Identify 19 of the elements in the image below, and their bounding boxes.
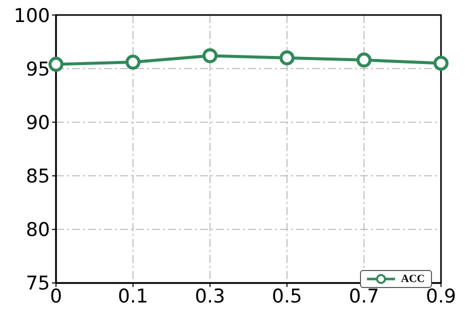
point: [202, 48, 218, 64]
x-tick-label: 0.7: [348, 285, 380, 308]
legend-label: ACC: [401, 273, 425, 285]
x-tick-label: 0.1: [118, 285, 148, 308]
x-tick-label: 0.9: [426, 285, 456, 308]
y-tick-label: 100: [14, 4, 50, 27]
y-tick-label: 80: [26, 219, 50, 242]
point: [434, 56, 448, 71]
point: [126, 54, 140, 70]
y-tick-label: 75: [26, 272, 50, 295]
point: [48, 56, 64, 72]
y-tick-label: 90: [26, 112, 50, 134]
x-tick-label: 0.5: [272, 285, 302, 308]
y-tick-label: 85: [26, 166, 50, 188]
point: [356, 52, 372, 68]
y-tick-label: 95: [26, 58, 50, 80]
point: [280, 50, 294, 66]
x-tick-label: 0: [50, 285, 62, 308]
x-tick-label: 0.3: [194, 285, 226, 308]
